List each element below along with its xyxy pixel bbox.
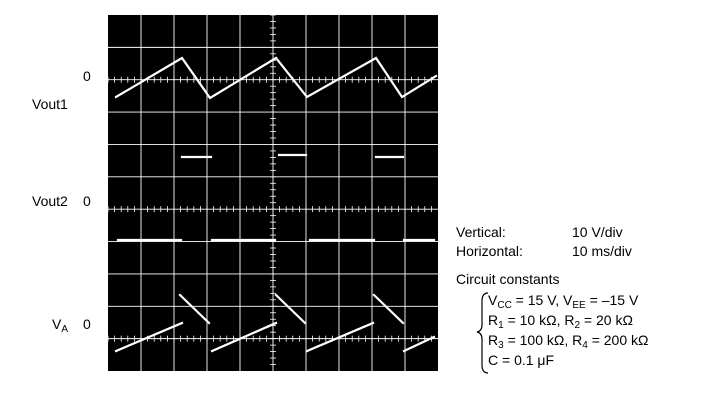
constant-r3-r4: R3 = 100 kΩ, R4 = 200 kΩ: [488, 332, 649, 351]
channel-zero-vout2: 0: [83, 193, 91, 209]
waveform-traces: [114, 56, 438, 353]
channel-label-va: VA: [52, 316, 69, 335]
vout1-trace: [114, 56, 438, 100]
horizontal-setting-value: 10 ms/div: [572, 243, 632, 259]
circuit-constants-title: Circuit constants: [456, 271, 560, 287]
vertical-setting-label: Vertical:: [456, 224, 506, 240]
va-discharge-3: [372, 293, 405, 325]
horizontal-setting-label: Horizontal:: [456, 243, 523, 259]
vertical-setting-value: 10 V/div: [572, 224, 623, 240]
constant-capacitance: C = 0.1 μF: [488, 352, 555, 368]
circuit-constants-list: VCC = 15 V, VEE = –15 V R1 = 10 kΩ, R2 =…: [488, 290, 648, 370]
channel-zero-va: 0: [83, 316, 91, 332]
va-ramp-2: [210, 321, 278, 353]
graticule: [107, 14, 438, 371]
va-discharge-1: [178, 293, 211, 325]
va-ramp-3: [305, 321, 375, 353]
constant-supply-voltages: VCC = 15 V, VEE = –15 V: [488, 292, 639, 311]
horizontal-setting: Horizontal: 10 ms/div: [456, 242, 632, 261]
va-ramp-1: [114, 321, 184, 353]
va-discharge-2: [274, 293, 307, 325]
constants-brace: [476, 292, 489, 374]
channel-label-vout2: Vout2: [32, 193, 68, 209]
constant-r1-r2: R1 = 10 kΩ, R2 = 20 kΩ: [488, 312, 633, 331]
vertical-setting: Vertical: 10 V/div: [456, 223, 623, 242]
channel-zero-vout1: 0: [83, 68, 91, 84]
channel-label-vout1: Vout1: [32, 96, 68, 112]
va-ramp-4: [402, 335, 436, 353]
